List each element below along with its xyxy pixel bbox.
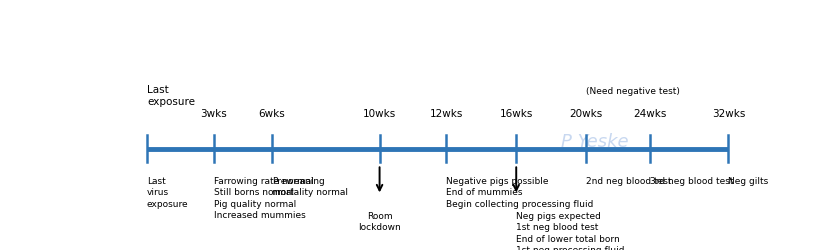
Text: 3rd neg blood test: 3rd neg blood test: [649, 176, 732, 185]
Text: 20wks: 20wks: [568, 108, 602, 118]
Text: Preweaning
mortality normal: Preweaning mortality normal: [272, 176, 347, 197]
Text: 10wks: 10wks: [363, 108, 396, 118]
Text: 2nd neg blood test: 2nd neg blood test: [586, 176, 671, 185]
Text: 3wks: 3wks: [200, 108, 227, 118]
Text: 6wks: 6wks: [258, 108, 285, 118]
Text: 16wks: 16wks: [499, 108, 532, 118]
Text: 32wks: 32wks: [711, 108, 744, 118]
Text: Room
lockdown: Room lockdown: [358, 211, 400, 231]
Text: Neg gilts: Neg gilts: [727, 176, 767, 185]
Text: Last
virus
exposure: Last virus exposure: [147, 176, 188, 208]
Text: (Need negative test): (Need negative test): [586, 86, 679, 96]
Text: Neg pigs expected
1st neg blood test
End of lower total born
1st neg processing : Neg pigs expected 1st neg blood test End…: [516, 211, 624, 250]
Text: Farrowing rate normal
Still borns normal
Pig quality normal
Increased mummies: Farrowing rate normal Still borns normal…: [214, 176, 314, 220]
Text: Negative pigs possible
End of mummies
Begin collecting processing fluid: Negative pigs possible End of mummies Be…: [446, 176, 593, 208]
Text: P Yeske: P Yeske: [560, 133, 628, 150]
Text: 24wks: 24wks: [632, 108, 666, 118]
Text: 12wks: 12wks: [429, 108, 463, 118]
Text: Last
exposure: Last exposure: [147, 85, 195, 107]
